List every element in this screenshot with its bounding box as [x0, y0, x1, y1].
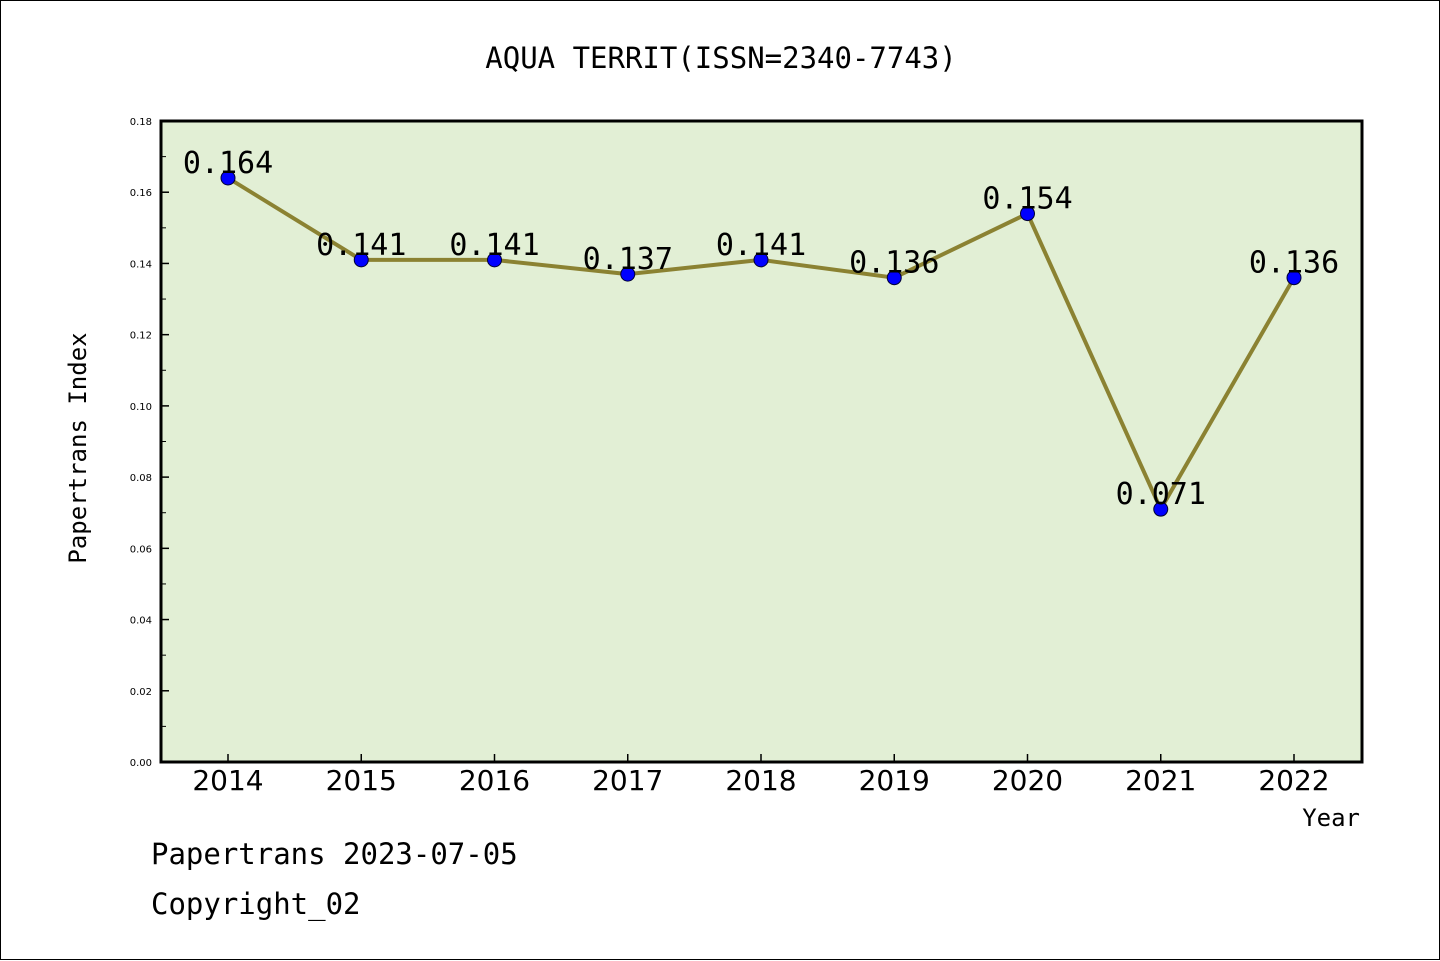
y-tick-label: 0.08 — [130, 473, 152, 484]
data-label: 0.136 — [849, 246, 939, 281]
y-tick-label: 0.16 — [130, 188, 152, 199]
data-label: 0.141 — [316, 228, 406, 263]
data-point — [353, 252, 369, 268]
y-tick-label: 0.06 — [130, 544, 152, 555]
y-tick-label: 0.00 — [130, 758, 152, 769]
data-label: 0.164 — [183, 146, 273, 181]
y-axis-label: Papertrans Index — [64, 332, 92, 563]
x-axis: 2014 2015 2016 2017 2018 2019 2020 2021 2022 — [192, 754, 1330, 797]
y-tick-label: 0.10 — [130, 402, 152, 413]
data-label: 0.071 — [1116, 477, 1206, 512]
x-tick-label: 2022 — [1258, 764, 1329, 797]
x-tick-label: 2016 — [459, 764, 530, 797]
data-point — [753, 252, 769, 268]
data-label: 0.136 — [1249, 246, 1339, 281]
data-label: 0.141 — [716, 228, 806, 263]
y-tick-label: 0.02 — [130, 687, 152, 698]
y-axis: 0.00 0.02 0.04 0.06 0.08 0.10 0.12 0.14 0.16 0.18 — [130, 117, 169, 769]
x-axis-label: Year — [1302, 804, 1360, 832]
plot-area — [159, 119, 1364, 764]
data-point — [1286, 270, 1302, 286]
x-tick-label: 2019 — [859, 764, 930, 797]
data-label: 0.141 — [449, 228, 539, 263]
y-tick-label: 0.12 — [130, 331, 152, 342]
x-tick-label: 2015 — [326, 764, 397, 797]
data-point — [220, 170, 236, 186]
data-label: 0.154 — [982, 182, 1072, 217]
data-point — [1020, 206, 1035, 222]
data-label: 0.137 — [583, 242, 673, 277]
data-point — [886, 270, 902, 286]
x-tick-label: 2018 — [725, 764, 796, 797]
x-tick-label: 2017 — [592, 764, 663, 797]
data-point — [1153, 501, 1169, 517]
x-tick-label: 2014 — [192, 764, 263, 797]
series-layer: 0.164 0.141 0.141 0.137 0.141 0.136 0.154 0.071… — [183, 146, 1339, 517]
data-point — [487, 252, 502, 268]
data-point — [620, 266, 636, 282]
y-tick-label: 0.14 — [130, 259, 152, 270]
source-date-text: Papertrans 2023-07-05 — [151, 837, 518, 871]
y-tick-label: 0.18 — [130, 117, 152, 128]
x-tick-label: 2020 — [992, 764, 1063, 797]
chart-title: AQUA TERRIT(ISSN=2340-7743) — [485, 41, 956, 75]
copyright-text: Copyright_02 — [151, 887, 361, 921]
x-tick-label: 2021 — [1125, 764, 1196, 797]
y-tick-label: 0.04 — [130, 616, 152, 627]
